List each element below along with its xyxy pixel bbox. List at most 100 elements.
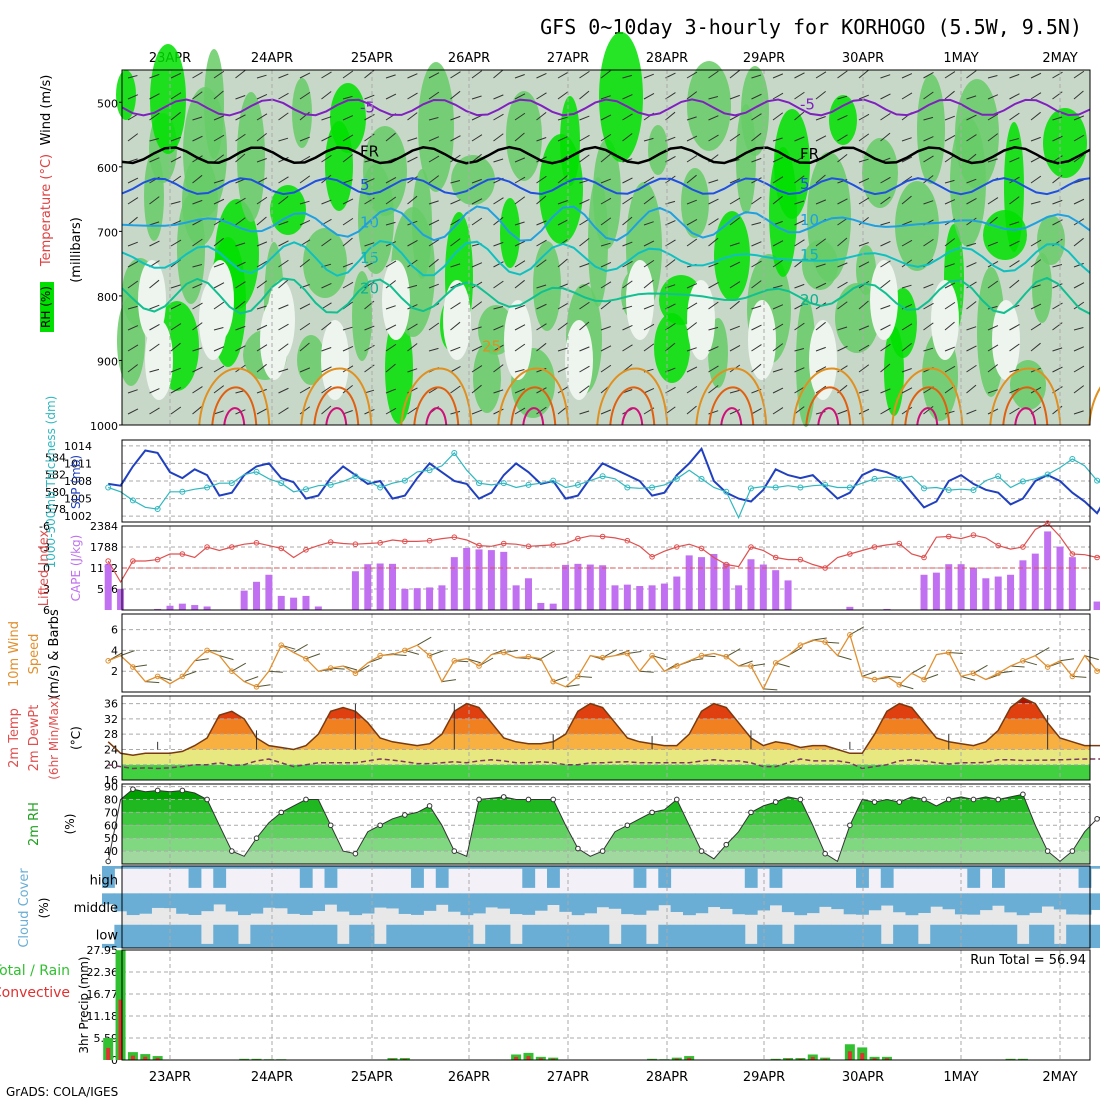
wind-barb <box>923 283 934 289</box>
cloud-bar <box>992 924 1005 948</box>
cloud-bar <box>435 866 449 888</box>
rh-shade-patch <box>895 181 939 271</box>
wind-barb <box>450 71 461 79</box>
wind-barb <box>1009 324 1020 331</box>
date-label-top: 26APR <box>448 51 490 66</box>
wind-barb <box>1030 92 1042 100</box>
cloud-bar <box>893 924 906 948</box>
panel-frame <box>121 783 1091 865</box>
isotherm-35-loop <box>223 407 246 426</box>
cloud-bar <box>349 893 363 916</box>
rh-point <box>105 858 111 865</box>
cloud-bar <box>806 866 820 869</box>
rh-point <box>772 799 779 805</box>
wind-barb <box>1073 134 1085 142</box>
wind-barb <box>364 364 375 373</box>
wind-barb <box>729 345 741 352</box>
cloud-bar <box>324 893 338 905</box>
wind-barb <box>772 387 784 394</box>
wind-barb <box>428 91 440 100</box>
wind-barb <box>170 387 182 394</box>
rh-point <box>327 822 334 829</box>
wind-barb <box>901 92 913 100</box>
date-label-top: 25APR <box>351 51 393 66</box>
wind-barb <box>837 326 848 331</box>
cloud-bar <box>658 893 672 906</box>
wind-barb <box>127 364 139 373</box>
cloud-bar <box>472 893 486 914</box>
isotherm-25-loop <box>1088 386 1100 426</box>
y-tick-label-li: 3 <box>43 583 50 596</box>
cloud-bar <box>856 866 869 888</box>
rh-shade-patch <box>835 283 879 353</box>
y-axis-label-temperature: Temperature (°C) <box>39 154 54 267</box>
cloud-bar <box>250 893 264 914</box>
wind-barb <box>987 133 999 142</box>
rh-point <box>624 822 631 829</box>
thickness-point <box>871 475 878 482</box>
wind-barb <box>407 195 418 205</box>
wind-barb <box>278 92 289 100</box>
wind-barb <box>149 138 160 142</box>
cloud-bar <box>856 893 869 915</box>
cloud-bar <box>608 893 622 909</box>
wind-barb <box>235 325 246 331</box>
wind-barb <box>751 305 762 310</box>
wind-barb <box>1009 260 1020 268</box>
wind-barb <box>1009 196 1020 205</box>
wind-barb <box>600 281 612 289</box>
wind-barb <box>536 323 547 331</box>
wind-barb <box>450 90 461 100</box>
y-tick-label: 70 <box>104 806 118 819</box>
isotherm-line <box>121 276 1091 315</box>
wind-barb <box>1073 385 1085 394</box>
wind-barb <box>987 389 998 394</box>
wind-barb <box>407 92 418 100</box>
date-label-bottom: 27APR <box>547 1070 589 1085</box>
y-axis-label-rh: RH (%) <box>39 286 53 328</box>
cape-bar <box>104 564 112 610</box>
wind-barb <box>213 301 225 310</box>
wind-barb <box>837 409 848 415</box>
wind-barb <box>772 285 783 289</box>
thickness-point <box>550 477 557 484</box>
cape-bar <box>957 564 965 610</box>
wind-barb <box>1052 71 1063 79</box>
wind-barb <box>471 70 483 79</box>
wind-barb <box>708 365 719 373</box>
wind10m-barb <box>416 636 432 646</box>
wind-barb <box>1073 282 1085 289</box>
wind-barb <box>342 179 353 184</box>
wind-barb <box>471 262 483 268</box>
rh-point <box>1069 848 1076 854</box>
rh-legend-swatch <box>40 282 54 332</box>
wind-barb <box>901 220 913 226</box>
convective-bar <box>798 1058 803 1060</box>
wind-barb <box>858 261 870 268</box>
wind-barb <box>557 322 569 331</box>
wind10m-point <box>229 668 235 675</box>
isotherm-label: FR <box>800 145 819 163</box>
wind-barb <box>729 69 740 79</box>
wind-barb <box>708 326 719 331</box>
wind-barb <box>708 346 719 352</box>
wind10m-point <box>179 673 186 680</box>
wind-barb <box>880 280 891 289</box>
thickness-point <box>476 480 483 487</box>
thickness-point <box>525 481 532 488</box>
wind-barb <box>944 263 955 268</box>
wind-barb <box>342 198 354 205</box>
cape-bar <box>154 608 162 610</box>
isotherm-35-loop <box>720 407 743 426</box>
wind-barb <box>493 364 504 373</box>
cloud-bar <box>509 893 523 915</box>
wind-barb <box>493 94 504 100</box>
li-point <box>1020 544 1026 550</box>
rh-point <box>822 850 828 857</box>
isotherm-30-loop <box>904 386 951 426</box>
thickness-point <box>204 484 211 491</box>
thickness-point <box>995 473 1002 480</box>
wind-barb <box>600 364 612 373</box>
thickness-point <box>1069 455 1076 462</box>
wind-barb <box>751 113 762 121</box>
